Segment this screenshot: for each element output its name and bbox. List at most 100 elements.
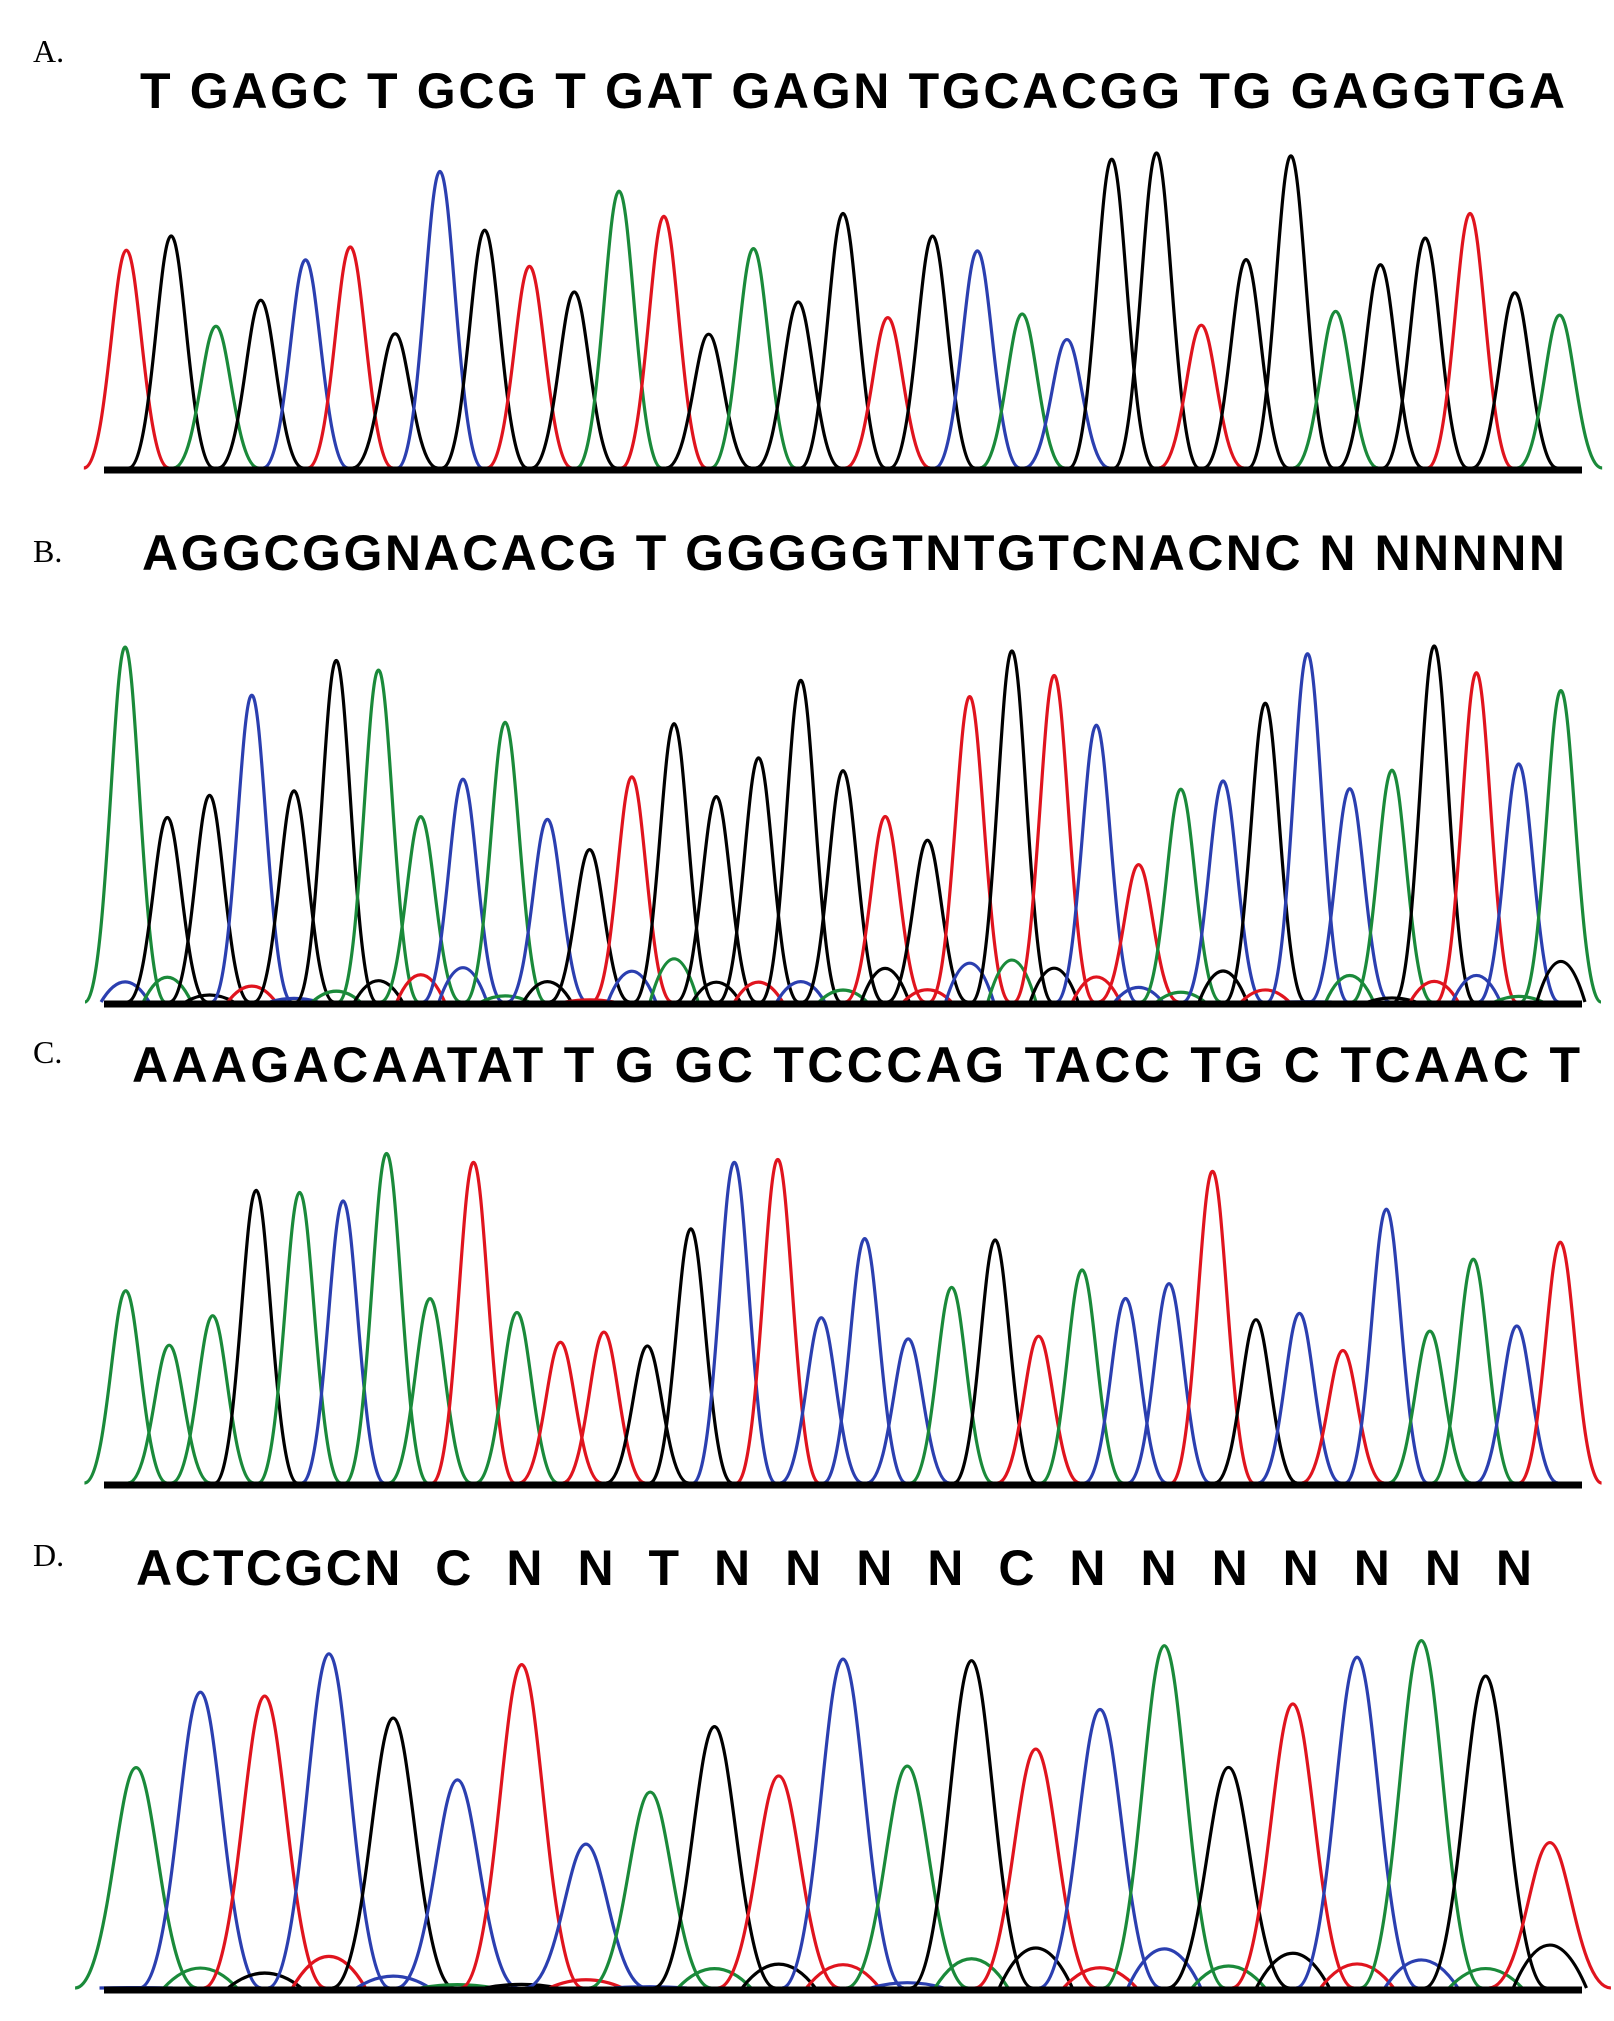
trace-peak [1097, 863, 1180, 1004]
trace-noise [1535, 959, 1587, 1003]
trace-peak [395, 1778, 519, 1990]
trace-peak [1301, 1348, 1385, 1485]
trace-noise [1450, 973, 1502, 1003]
trace-peak [441, 228, 529, 470]
trace-peak [1295, 1655, 1419, 1990]
trace-peak [652, 1725, 777, 1990]
trace-noise [859, 967, 911, 1003]
trace-peak [1351, 768, 1433, 1004]
trace-peak [996, 1334, 1081, 1485]
panel-b: B. AGGCGGNACACG T GGGGGTNTGTCNACNC N NNN… [33, 525, 1565, 581]
trace-peak [822, 1237, 907, 1485]
panel-label: D. [33, 1537, 64, 1573]
trace-peak [889, 234, 976, 470]
trace-peak [83, 1289, 168, 1485]
trace-peak [83, 645, 167, 1004]
trace-noise [740, 1962, 817, 1989]
trace-noise [227, 1971, 303, 1990]
trace-noise [1447, 1966, 1524, 1990]
trace-noise [1190, 1964, 1267, 1990]
trace-peak [83, 248, 170, 470]
trace-peak [1474, 1324, 1559, 1485]
trace-peak [396, 169, 484, 470]
trace-peak [300, 1199, 386, 1485]
trace-peak [1139, 787, 1222, 1004]
trace-peak [1202, 258, 1290, 470]
trace-peak [759, 678, 843, 1004]
trace-noise [1319, 1962, 1395, 1989]
trace-peak [575, 189, 663, 470]
trace-peak [1516, 313, 1603, 470]
trace-peak [605, 1344, 690, 1485]
trace-noise [733, 980, 784, 1003]
trace-peak [717, 756, 800, 1004]
trace-noise [1028, 966, 1080, 1003]
panel-label: C. [33, 1034, 62, 1070]
trace-peak [1435, 671, 1518, 1004]
trace-peak [1214, 1318, 1298, 1485]
trace-peak [648, 1227, 733, 1485]
trace-noise [395, 973, 447, 1003]
trace-noise [355, 1974, 431, 1990]
trace-peak [518, 1340, 603, 1485]
trace-peak [970, 649, 1054, 1004]
trace-noise [353, 979, 404, 1003]
trace-peak [1423, 1674, 1548, 1990]
trace-noise [290, 1954, 367, 1989]
panel-label: B. [33, 533, 62, 569]
trace-peak [524, 1842, 648, 1990]
sequence: T GAGC T GCG T GAT GAGN TGCACGG TG GAGGT… [140, 63, 1565, 119]
trace-peak [172, 324, 260, 470]
trace-noise [997, 1946, 1074, 1989]
trace-peak [1167, 1765, 1291, 1990]
trace-noise [690, 980, 742, 1003]
trace-peak [779, 1316, 864, 1485]
trace-peak [620, 214, 708, 470]
panel-c: C. AAAGACAATAT T G GC TCCCAG TACC TG C T… [33, 1034, 1580, 1093]
trace-peak [1231, 1702, 1355, 1990]
trace-noise [311, 989, 362, 1004]
trace-noise [1113, 985, 1164, 1004]
trace-peak [1182, 779, 1264, 1004]
trace-peak [257, 1190, 342, 1485]
trace-peak [692, 1160, 777, 1485]
trace-peak [422, 777, 504, 1004]
trace-noise [775, 980, 827, 1003]
trace-noise [521, 980, 573, 1003]
trace-noise [606, 969, 658, 1003]
trace-peak [1381, 236, 1469, 470]
trace-peak [1477, 762, 1560, 1004]
trace-peak [974, 1747, 1098, 1990]
trace-peak [799, 211, 887, 470]
trace-peak [127, 1343, 212, 1485]
trace-peak [460, 1663, 584, 1990]
trace-noise [902, 988, 953, 1004]
trace-peak [755, 300, 842, 470]
trace-peak [1337, 263, 1424, 470]
trace-peak [1040, 1268, 1125, 1485]
trace-peak [1068, 157, 1156, 470]
trace-peak [170, 1314, 255, 1485]
trace-peak [210, 693, 293, 1004]
trace-peak [1224, 701, 1307, 1004]
trace-peak [735, 1157, 820, 1485]
trace-peak [717, 1774, 841, 1990]
sequence: ACTCGCN C N N T N N N N C N N N N N N N [136, 1540, 1532, 1596]
trace-peak [548, 848, 631, 1004]
trace-peak [588, 1790, 712, 1990]
trace-peak [1170, 1169, 1255, 1485]
panel-d: D. ACTCGCN C N N T N N N N C N N N N N N… [33, 1537, 1532, 1596]
trace-noise [1062, 1966, 1138, 1990]
trace-peak [506, 817, 589, 1004]
trace-peak [126, 815, 209, 1004]
trace-peak [1055, 723, 1138, 1004]
trace-noise [226, 984, 278, 1003]
trace-peak [1519, 689, 1602, 1004]
trace-noise [1197, 969, 1249, 1003]
trace-peak [978, 312, 1066, 470]
sequence: AAAGACAATAT T G GC TCCCAG TACC TG C TCAA… [132, 1037, 1580, 1093]
trace-noise [986, 958, 1038, 1003]
trace-peak [1387, 1329, 1472, 1485]
trace-peak [337, 668, 420, 1004]
trace-peak [844, 814, 927, 1004]
